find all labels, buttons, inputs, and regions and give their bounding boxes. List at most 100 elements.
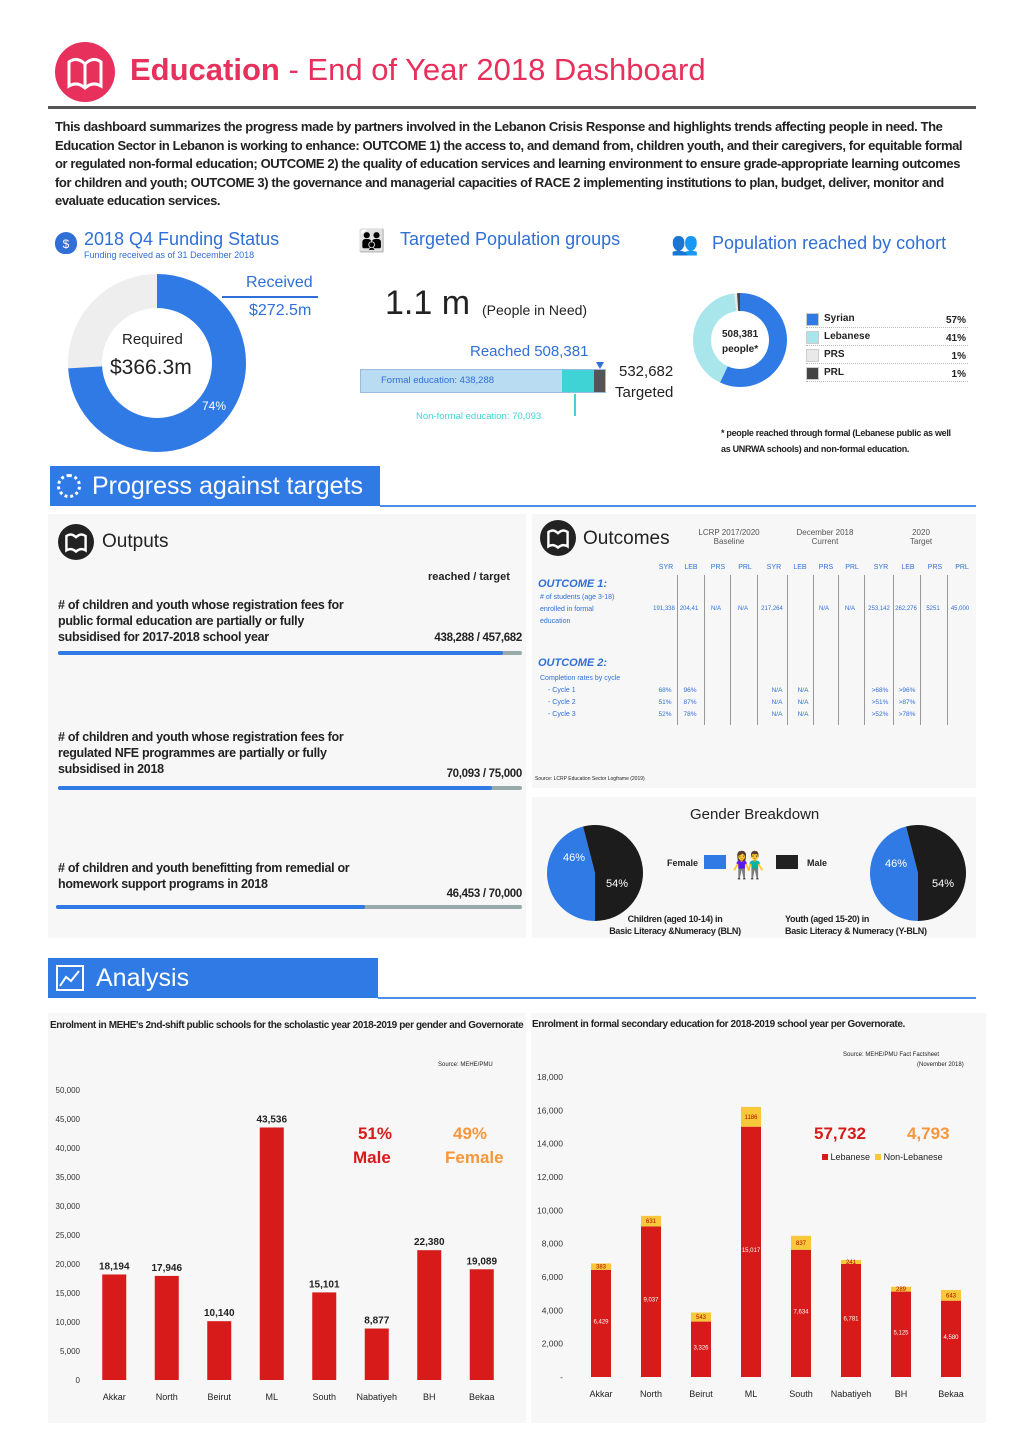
outcomes-col-header: LEB: [901, 564, 915, 571]
outcomes-col-header: SYR: [873, 564, 889, 571]
chart1-data-label: 17,946: [151, 1263, 182, 1274]
children-female-pct: 46%: [563, 852, 586, 864]
pin-label: (People in Need): [482, 302, 588, 318]
outcomes-grid-line: [787, 575, 788, 725]
legend-non-lebanese-label: Non-Lebanese: [883, 1152, 943, 1162]
chart1-y-tick: 40,000: [56, 1144, 81, 1153]
cohort-pct: 57%: [945, 315, 966, 326]
chart2-bar-non-lebanese: [891, 1286, 911, 1292]
cohort-legend-row: PRS 1%: [806, 348, 968, 364]
cohort-legend-row: Syrian 57%: [806, 312, 968, 328]
received-rule: [222, 296, 318, 298]
chart2-x-tick: Bekaa: [938, 1389, 964, 1399]
outcomes-grid-line: [730, 575, 731, 725]
chart2-label-lebanese: 15,017: [742, 1248, 761, 1254]
outcome-1-value: N/A: [818, 606, 829, 612]
youth-female-pct: 46%: [885, 858, 908, 870]
outcomes-col-header: LEB: [793, 564, 807, 571]
legend-lebanese-label: Lebanese: [830, 1152, 871, 1162]
chart1-data-label: 15,101: [309, 1279, 340, 1290]
page-title: Education - End of Year 2018 Dashboard: [130, 52, 706, 87]
outcome-1-value: 253,142: [868, 606, 890, 612]
chart2-y-tick: 4,000: [542, 1305, 564, 1315]
chart1-data-label: 10,140: [204, 1308, 235, 1319]
male-slice: [906, 825, 966, 921]
progress-band: Progress against targets: [50, 466, 380, 506]
chart1-male-pct: 51%: [358, 1124, 393, 1143]
chart2-bar-non-lebanese: [791, 1235, 811, 1250]
outcome-2-value: 52%: [658, 711, 672, 718]
chart2-y-tick: 16,000: [537, 1105, 563, 1115]
outcome-1-value: 45,000: [950, 606, 970, 612]
outcome-2-row-label: - Cycle 2: [548, 699, 576, 706]
cohort-swatch: [806, 313, 819, 326]
chart2-y-tick: 10,000: [537, 1205, 563, 1215]
chart2-label-lebanese: 6,781: [843, 1316, 859, 1322]
outcomes-source: Source: LCRP Education Sector Logframe (…: [535, 776, 645, 782]
outcome-2-label: OUTCOME 2:: [538, 657, 608, 669]
output-1-text: # of children and youth whose registrati…: [58, 598, 344, 644]
chart2-bar-non-lebanese: [591, 1263, 611, 1270]
outcome-1-value: 262,276: [895, 606, 917, 612]
chart2-title: Enrolment in formal secondary education …: [532, 1019, 905, 1030]
reached-value: 508,381: [534, 343, 589, 360]
required-value: $366.3m: [110, 356, 192, 379]
outcome-2-value: N/A: [771, 711, 783, 718]
cohort-swatch: [806, 331, 819, 344]
chart2-label-non-lebanese: 643: [946, 1293, 957, 1299]
chart1-y-tick: 50,000: [56, 1086, 81, 1095]
female-slice: [870, 826, 918, 921]
output-1-bar: [58, 651, 522, 655]
youth-caption: Youth (aged 15-20) in Basic Literacy & Nu…: [785, 913, 945, 937]
education-logo-icon: [55, 42, 115, 102]
chart2-y-tick: 14,000: [537, 1139, 563, 1149]
cohort-pct: 41%: [945, 333, 966, 344]
outcome-2-desc: Completion rates by cycle: [540, 675, 621, 682]
female-legend-swatch: [704, 855, 726, 869]
funding-subtitle: Funding received as of 31 December 2018: [84, 250, 255, 260]
chart1-female-pct: 49%: [453, 1124, 488, 1143]
chart1-x-tick: North: [156, 1392, 178, 1402]
chart1-x-tick: Beirut: [207, 1392, 231, 1402]
outputs-title: Outputs: [102, 531, 169, 552]
chart1-y-tick: 35,000: [56, 1173, 81, 1182]
outcome-1-value: N/A: [844, 606, 855, 612]
chart1-x-tick: Bekaa: [469, 1392, 495, 1402]
chart2-label-non-lebanese: 837: [796, 1241, 807, 1247]
children-caption-2: Basic Literacy &Numeracy (BLN): [609, 926, 741, 936]
chart1-x-tick: BH: [423, 1392, 436, 1402]
female-legend-label: Female: [667, 858, 699, 868]
chart2-x-tick: South: [789, 1389, 813, 1399]
chart1-bar: [102, 1274, 127, 1380]
chart1-y-tick: 15,000: [56, 1289, 81, 1298]
cohort-name: PRL: [824, 367, 844, 378]
legend-non-lebanese-swatch: [875, 1154, 882, 1160]
cohort-slice-syrian: [720, 293, 787, 387]
people-group-icon: 👥: [671, 231, 699, 256]
chart2-label-lebanese: 6,429: [593, 1319, 609, 1325]
outcome-2-row-label: - Cycle 1: [548, 687, 576, 694]
progress-rule: [380, 505, 976, 507]
population-title: Targeted Population groups: [400, 229, 621, 249]
chart1-bar: [207, 1321, 232, 1380]
chart1-bar-chart: 0 5,000 10,000 15,000 20,000 25,000 30,000 35,0…: [56, 1086, 498, 1402]
nonformal-pointer: [574, 394, 576, 416]
baseline-header-line2: Baseline: [713, 537, 745, 546]
family-icon: 👪: [358, 228, 386, 253]
outcomes-grid-line: [813, 575, 814, 725]
chart2-label-non-lebanese: 1186: [745, 1115, 759, 1121]
reached-marker: [596, 362, 604, 369]
cohort-center-value: 508,381: [722, 329, 759, 340]
chart2-x-tick: Beirut: [689, 1389, 713, 1399]
outcome-1-value: N/A: [710, 606, 721, 612]
cohort-legend-row: PRL 1%: [806, 366, 968, 382]
outcomes-col-header: PRL: [738, 564, 752, 571]
cohort-legend-row: Lebanese 41%: [806, 330, 968, 346]
outcomes-grid-line: [864, 575, 865, 725]
chart2-label-lebanese: 9,037: [643, 1298, 659, 1304]
targeted-label: Targeted: [615, 384, 674, 401]
outcome-2-value: 78%: [683, 711, 697, 718]
chart2-bar-lebanese: [791, 1249, 811, 1377]
targeted-value: 532,682: [619, 363, 674, 380]
baseline-header-line1: LCRP 2017/2020: [698, 528, 760, 537]
